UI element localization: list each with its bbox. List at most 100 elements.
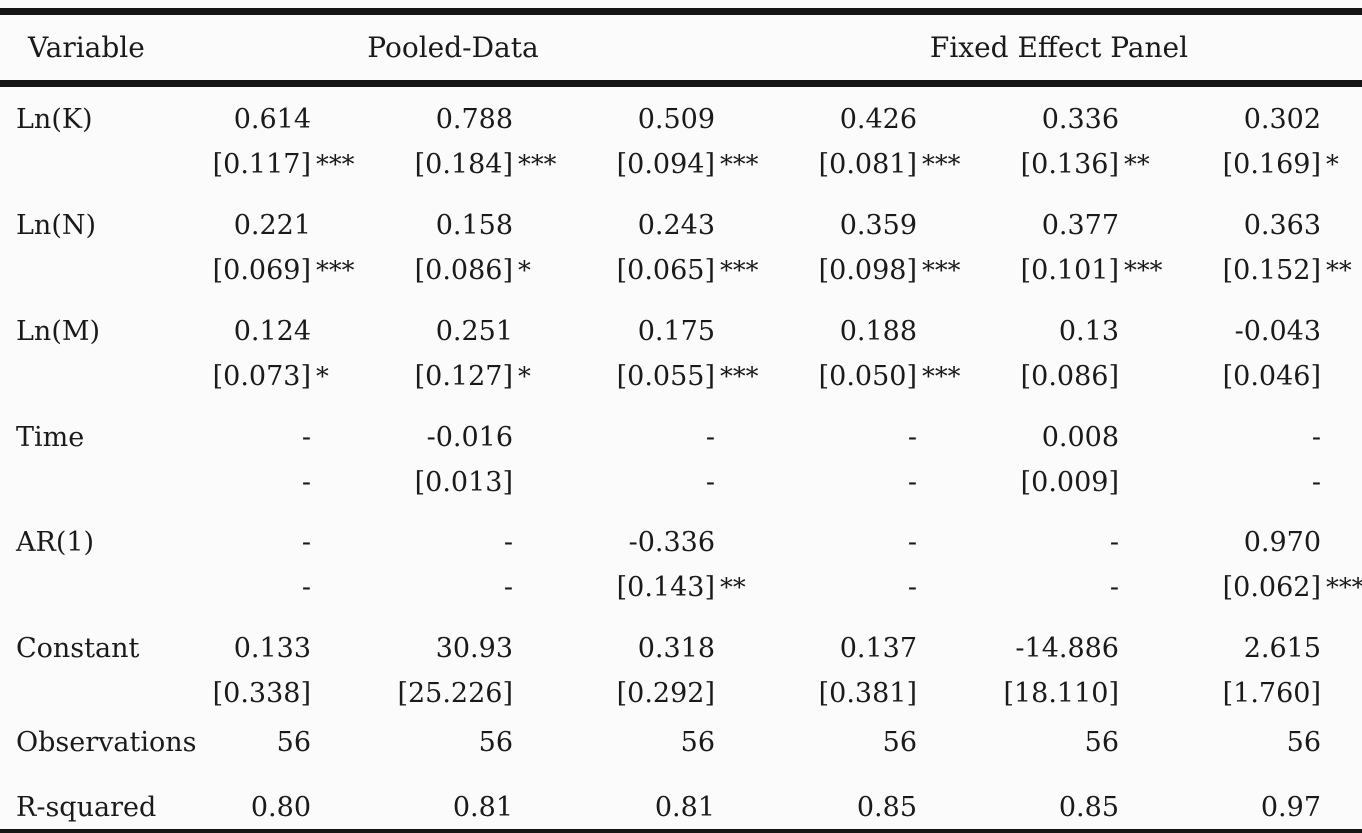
coefficient-value: 0.363 (1243, 210, 1321, 241)
coefficient-value: 2.615 (1243, 633, 1321, 664)
coef-cell: 0.318 [0.292] (554, 632, 756, 710)
coefficient-value: 0.302 (1243, 104, 1321, 135)
coefficient-value: 0.008 (1041, 422, 1119, 453)
standard-error: [0.050] *** (818, 361, 961, 392)
standard-error-bracket: [0.009] (1020, 467, 1119, 498)
coefficient-value: 0.175 (637, 316, 715, 347)
stat-value: 0.85 (1058, 792, 1119, 823)
standard-error-bracket: - (1311, 467, 1321, 498)
coefficient-value: 0.377 (1041, 210, 1119, 241)
stat-cell: 0.97 (1160, 791, 1362, 824)
standard-error: [0.062] *** (1222, 572, 1362, 603)
coef-cell: 0.133 [0.338] (150, 632, 352, 710)
standard-error-bracket: [0.050] (818, 361, 917, 392)
stat-cell: 0.85 (756, 791, 958, 824)
coef-cell: 0.363 [0.152] ** (1160, 209, 1362, 288)
standard-error: - (352, 571, 513, 604)
coef-cell: 0.377 [0.101] *** (958, 209, 1163, 288)
coefficient-value: - (1109, 527, 1119, 558)
stat-value: 0.80 (250, 792, 311, 823)
coef-cell: -- (554, 421, 756, 499)
coefficient-value: -0.016 (426, 422, 513, 453)
standard-error: [0.127] * (414, 361, 531, 392)
coef-cell: -0.016 [0.013] (352, 421, 554, 499)
coef-cell: 0.426 [0.081] *** (756, 103, 961, 182)
coefficient-value: - (301, 527, 311, 558)
standard-error-bracket: [0.292] (616, 678, 715, 709)
stat-cell: 56 (1160, 726, 1362, 759)
standard-error: [0.009] (958, 466, 1119, 499)
standard-error-bracket: [0.098] (818, 255, 917, 286)
coef-cell: -- (1160, 421, 1362, 499)
stat-value: 0.81 (452, 792, 513, 823)
stat-value: 56 (882, 727, 917, 758)
standard-error: [0.292] (554, 677, 715, 710)
standard-error-bracket: [18.110] (1003, 678, 1119, 709)
standard-error-bracket: [0.094] (616, 149, 715, 180)
coef-cell: -- (756, 526, 958, 605)
coef-cell: 0.509 [0.094] *** (554, 103, 759, 182)
header-pooled-data: Pooled-Data (367, 31, 539, 64)
standard-error: [0.136] ** (1020, 149, 1150, 180)
standard-error-bracket: [0.062] (1222, 572, 1321, 603)
coefficient-value: 0.133 (233, 633, 311, 664)
standard-error: [0.069] *** (212, 255, 355, 286)
table-row: Ln(M) 0.124 [0.073] * 0.251 [0.127] * 0.175 [0.0… (0, 315, 1362, 394)
standard-error-bracket: - (301, 572, 311, 603)
standard-error-bracket: [0.073] (212, 361, 311, 392)
stat-value: 56 (276, 727, 311, 758)
row-label: Observations (16, 727, 197, 758)
coef-cell: 0.359 [0.098] *** (756, 209, 961, 288)
coef-cell: 0.124 [0.073] * (150, 315, 352, 394)
coef-cell: 0.13 [0.086] (958, 315, 1160, 394)
coef-cell: 0.175 [0.055] *** (554, 315, 759, 394)
standard-error: - (1160, 466, 1321, 499)
row-label: Ln(K) (16, 104, 93, 135)
table-stat-row: Observations 56 56 56 56 56 56 (0, 726, 1362, 759)
standard-error: - (756, 571, 917, 604)
stat-cell: 56 (352, 726, 554, 759)
standard-error-bracket: [0.169] (1222, 149, 1321, 180)
standard-error-bracket: [0.136] (1020, 149, 1119, 180)
stat-value: 56 (1286, 727, 1321, 758)
standard-error: [0.152] ** (1222, 255, 1352, 286)
standard-error-bracket: - (907, 572, 917, 603)
coef-cell: 0.251 [0.127] * (352, 315, 554, 394)
standard-error-bracket: - (1109, 572, 1119, 603)
standard-error-bracket: [0.046] (1222, 361, 1321, 392)
coefficient-value: 0.318 (637, 633, 715, 664)
standard-error: [0.073] * (212, 361, 329, 392)
table-header-rule (0, 80, 1362, 87)
standard-error-bracket: [1.760] (1222, 678, 1321, 709)
table-body: Ln(K) 0.614 [0.117] *** 0.788 [0.184] *** 0.509… (0, 103, 1362, 824)
coefficient-value: 0.221 (233, 210, 311, 241)
coef-cell: 0.137 [0.381] (756, 632, 958, 710)
coef-cell: 0.188 [0.050] *** (756, 315, 961, 394)
standard-error-bracket: [25.226] (397, 678, 513, 709)
coef-cell: 0.158 [0.086] * (352, 209, 554, 288)
standard-error-bracket: [0.013] (414, 467, 513, 498)
coefficient-value: 30.93 (435, 633, 513, 664)
stat-cell: 56 (554, 726, 756, 759)
coefficient-value: 0.188 (839, 316, 917, 347)
standard-error: - (554, 466, 715, 499)
standard-error-bracket: [0.184] (414, 149, 513, 180)
table-header-row: Variable Pooled-Data Fixed Effect Panel (0, 15, 1362, 80)
stat-cell: 0.81 (352, 791, 554, 824)
coef-cell: 0.221 [0.069] *** (150, 209, 355, 288)
standard-error: [0.055] *** (616, 361, 759, 392)
standard-error: [0.081] *** (818, 149, 961, 180)
standard-error: [0.046] (1160, 360, 1321, 393)
coefficient-value: 0.158 (435, 210, 513, 241)
standard-error-bracket: [0.086] (414, 255, 513, 286)
table-row: AR(1) - - - - -0.336 [0.143] ** - - - -0.970 [0.062]… (0, 526, 1362, 605)
row-label: Constant (16, 633, 140, 664)
standard-error: [0.013] (352, 466, 513, 499)
standard-error: [1.760] (1160, 677, 1321, 710)
coef-cell: 0.243 [0.065] *** (554, 209, 759, 288)
standard-error: - (958, 571, 1119, 604)
standard-error: [0.065] *** (616, 255, 759, 286)
standard-error: [0.098] *** (818, 255, 961, 286)
coefficient-value: 0.509 (637, 104, 715, 135)
standard-error: [0.101] *** (1020, 255, 1163, 286)
